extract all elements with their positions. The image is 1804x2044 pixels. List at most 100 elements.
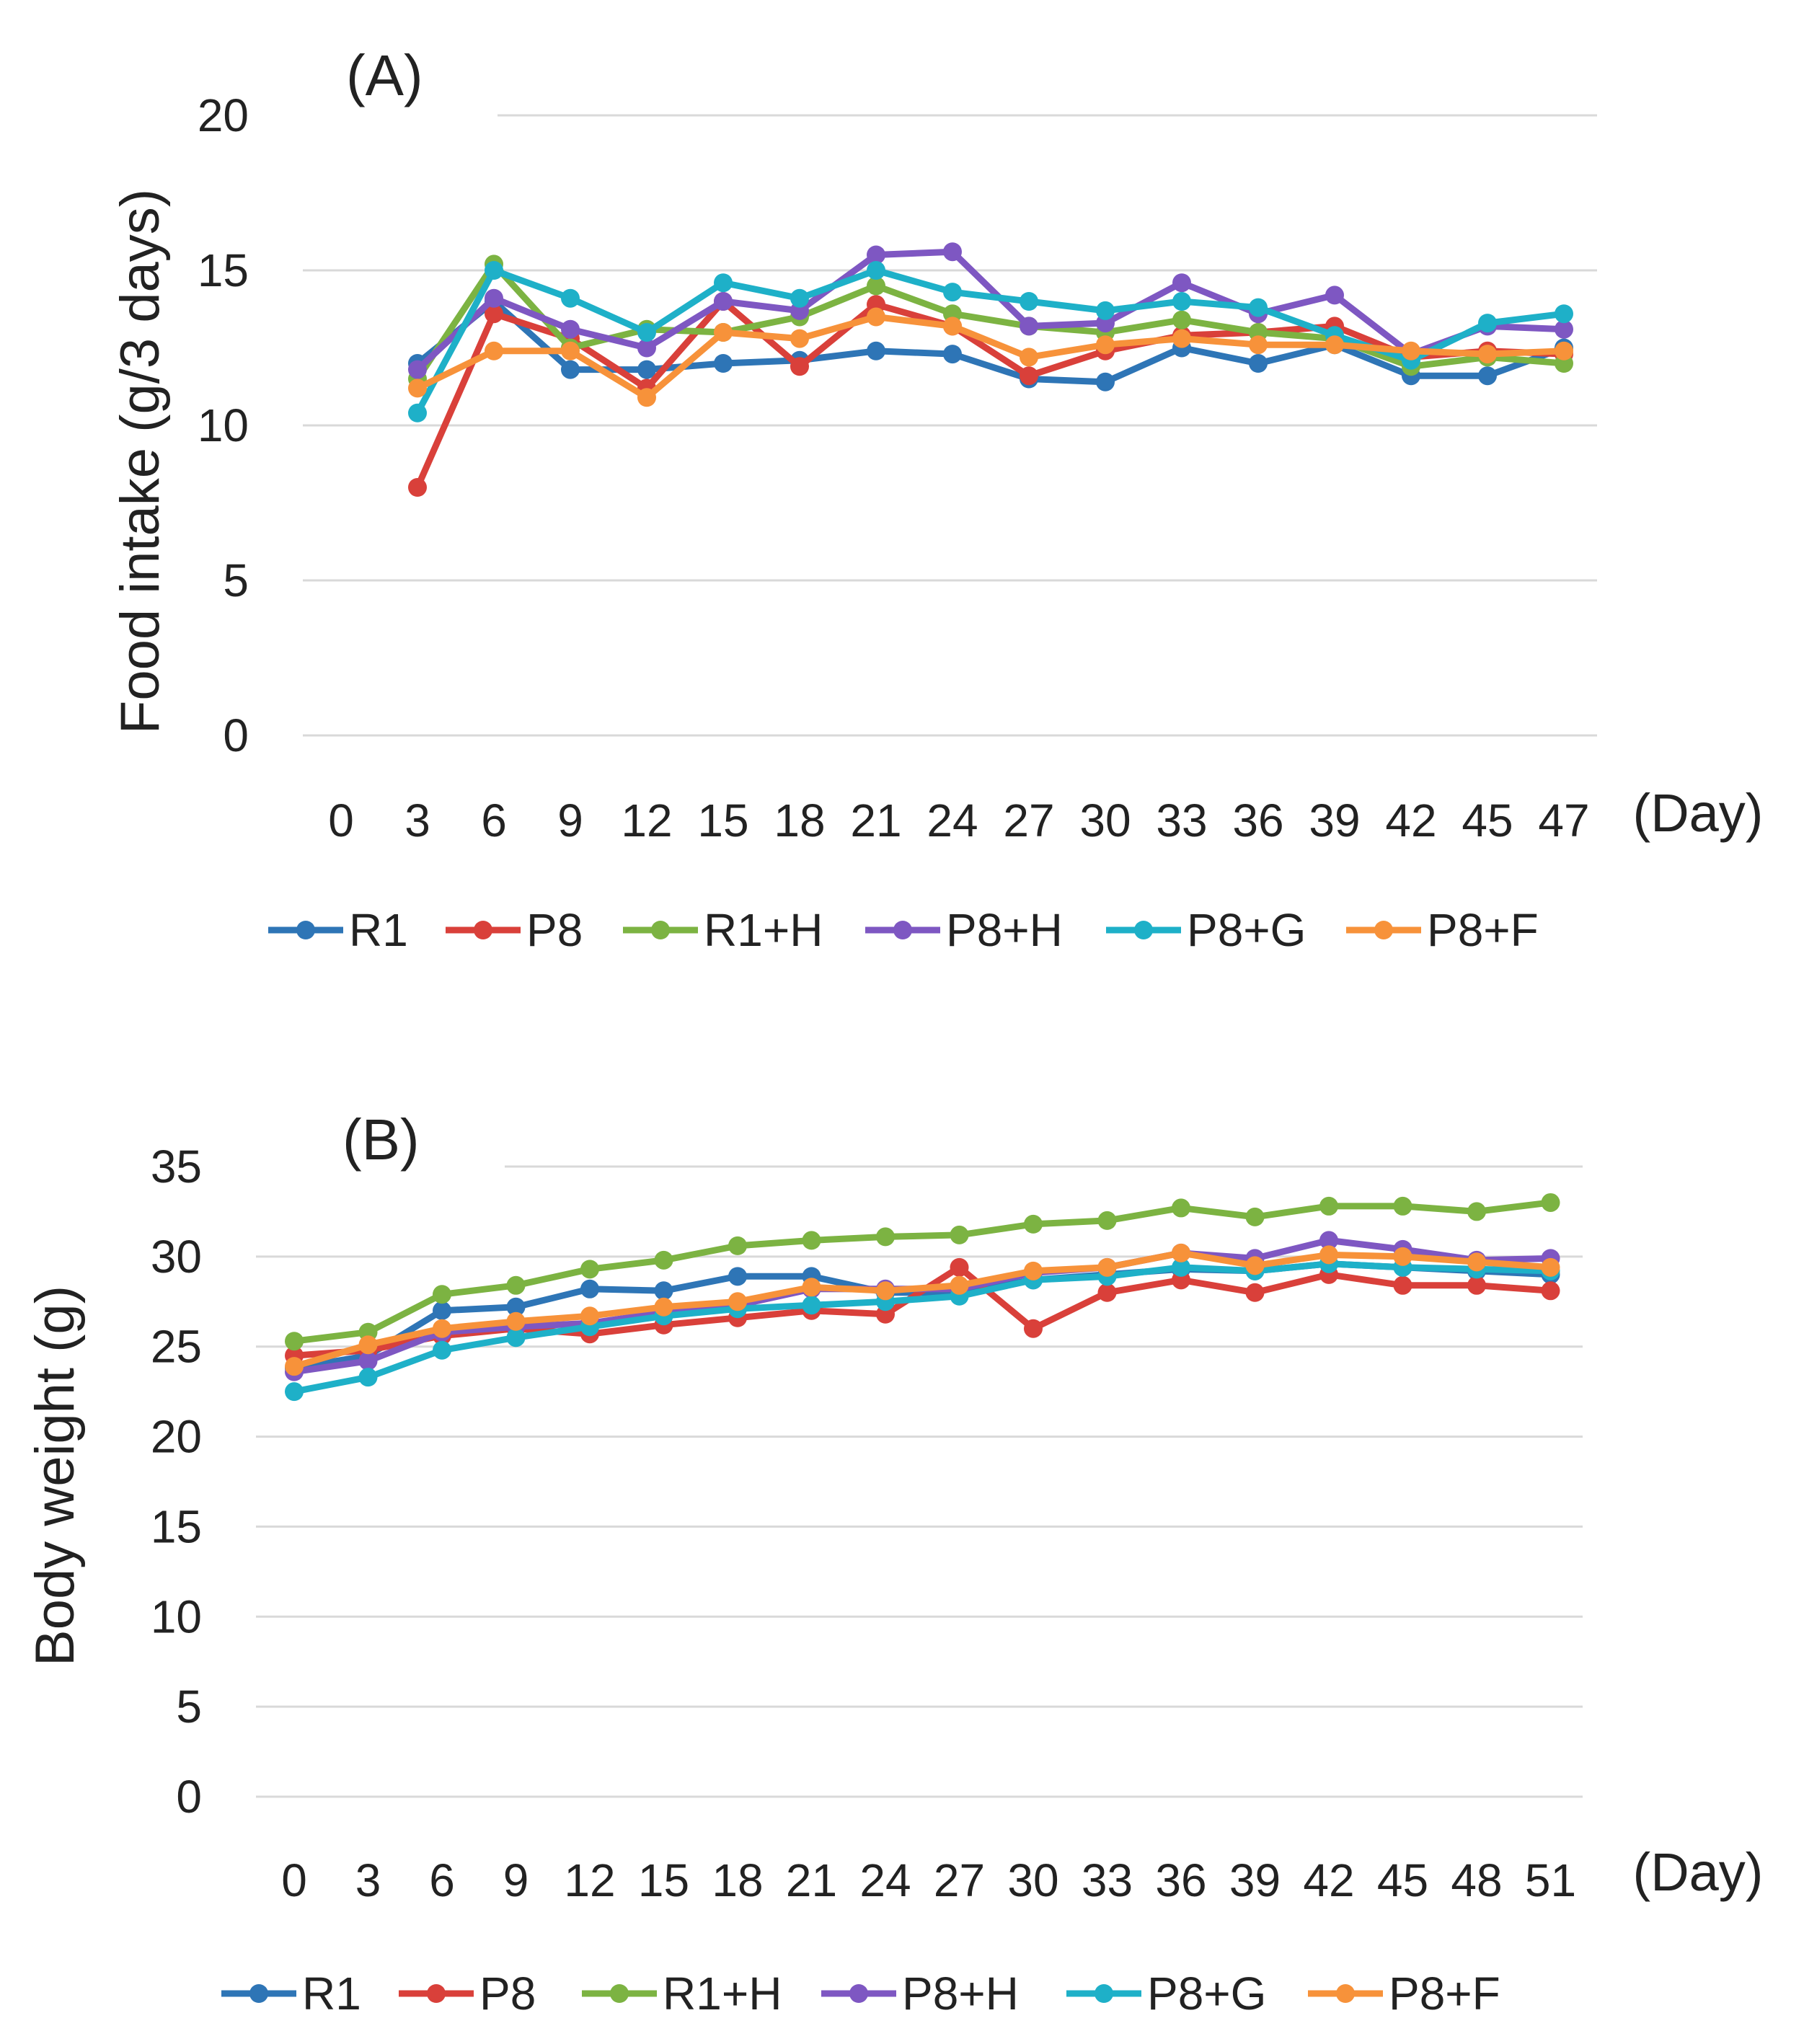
point-P8+G — [285, 1382, 304, 1402]
legend-label: P8+H — [902, 1968, 1019, 2019]
point-P8+F — [714, 323, 733, 342]
legend-item-P8+H: P8+H — [821, 1968, 1019, 2019]
x-tick-label: 30 — [1079, 795, 1131, 846]
point-P8+G — [1249, 298, 1268, 317]
line-R1 — [414, 298, 1568, 386]
legend-item-R1+H: R1+H — [623, 904, 823, 956]
x-tick-label: 3 — [355, 1854, 381, 1906]
point-R1+H — [728, 1236, 747, 1255]
x-tick-label: 39 — [1229, 1854, 1281, 1906]
point-R1 — [637, 360, 656, 379]
point-P8+F — [802, 1278, 821, 1297]
legend-item-R1+H: R1+H — [582, 1968, 782, 2019]
point-P8+G — [943, 283, 962, 302]
point-P8+F — [1319, 1245, 1338, 1265]
point-P8+G — [561, 288, 580, 308]
point-P8+H — [1319, 1231, 1338, 1250]
x-tick-label: 21 — [850, 795, 901, 846]
y-tick-label: 35 — [151, 1141, 202, 1193]
point-P8+F — [561, 341, 580, 360]
legend-label: P8+F — [1389, 1968, 1500, 2019]
line-R1+H — [291, 1199, 1554, 1345]
legend-item-P8+F: P8+F — [1346, 904, 1539, 956]
point-P8+F — [1020, 348, 1038, 367]
series-lines — [285, 1193, 1560, 1402]
point-R1+H — [285, 1332, 304, 1351]
point-R1 — [1478, 366, 1497, 386]
legend-swatch-marker — [296, 921, 315, 939]
x-tick-label: 42 — [1303, 1854, 1354, 1906]
y-tick-label: 15 — [151, 1500, 202, 1552]
x-tick-label: 27 — [934, 1854, 985, 1906]
point-R1+H — [1541, 1193, 1560, 1212]
point-P8 — [1467, 1275, 1486, 1295]
point-R1+H — [433, 1285, 451, 1304]
panel-label: (A) — [346, 43, 423, 107]
y-tick-label: 25 — [151, 1321, 202, 1373]
point-P8+G — [637, 323, 656, 342]
point-R1 — [506, 1297, 526, 1317]
point-P8+G — [867, 261, 885, 280]
x-tick-label: 15 — [697, 795, 748, 846]
point-P8+H — [358, 1351, 378, 1371]
x-axis-title: (Day) — [1633, 1842, 1764, 1902]
legend-item-P8+G: P8+G — [1106, 904, 1306, 956]
y-tick-label: 15 — [198, 244, 249, 296]
series-P8+F — [408, 307, 1573, 407]
point-P8 — [950, 1257, 969, 1277]
point-R1 — [561, 360, 580, 379]
x-tick-label: 33 — [1082, 1854, 1133, 1906]
point-R1 — [1096, 372, 1115, 391]
point-P8+F — [867, 307, 885, 327]
line-P8+F — [291, 1249, 1554, 1370]
point-P8+F — [1172, 1243, 1190, 1262]
point-P8+F — [408, 379, 427, 398]
y-tick-label: 0 — [223, 709, 249, 761]
legend-item-P8: P8 — [399, 1968, 536, 2019]
legend-swatch-marker — [1095, 1984, 1113, 2003]
line-P8+G — [291, 1260, 1554, 1395]
y-tick-label: 20 — [151, 1411, 202, 1463]
x-tick-label: 0 — [328, 795, 354, 846]
point-R1 — [714, 354, 733, 373]
point-R1+H — [1097, 1211, 1117, 1230]
point-P8+F — [950, 1275, 969, 1295]
point-P8+F — [485, 341, 503, 360]
point-R1 — [1249, 354, 1268, 373]
x-tick-label: 42 — [1385, 795, 1436, 846]
chart-body-weight: (B) Body weight (g) (Day) 05101520253035… — [25, 1107, 1763, 2019]
point-P8+F — [654, 1297, 673, 1317]
grid-lines — [303, 114, 1597, 737]
point-P8+F — [1249, 335, 1268, 355]
point-R1 — [943, 345, 962, 364]
legend-label: P8+G — [1187, 904, 1306, 956]
legend-label: R1 — [349, 904, 408, 956]
y-tick-label: 30 — [151, 1231, 202, 1283]
x-tick-label: 18 — [774, 795, 825, 846]
x-tick-label: 24 — [927, 795, 978, 846]
point-P8+G — [1172, 1257, 1190, 1277]
legend-swatch-marker — [1134, 921, 1153, 939]
point-P8+G — [1096, 301, 1115, 320]
point-R1+H — [802, 1231, 821, 1250]
point-P8+G — [714, 273, 733, 293]
legend-label: R1+H — [704, 904, 823, 956]
point-P8+F — [1096, 335, 1115, 355]
grid-lines — [256, 1165, 1583, 1798]
point-R1+H — [580, 1260, 599, 1279]
x-tick-label: 6 — [429, 1854, 455, 1906]
x-tick-label: 9 — [503, 1854, 529, 1906]
legend-swatch-marker — [249, 1984, 268, 2003]
x-tick-label: 33 — [1156, 795, 1207, 846]
x-tick-label: 0 — [281, 1854, 307, 1906]
point-P8+G — [408, 403, 427, 422]
point-P8+H — [1555, 319, 1573, 339]
legend-label: R1+H — [663, 1968, 782, 2019]
x-tick-label: 21 — [786, 1854, 837, 1906]
point-P8 — [1541, 1281, 1560, 1301]
x-tick-labels: 0 3 6 9 12 15 18 21 24 27 30 33 36 39 42 45 47 — [328, 795, 1589, 846]
point-P8+G — [506, 1328, 526, 1348]
point-P8+F — [1402, 341, 1420, 360]
point-R1 — [728, 1267, 747, 1286]
